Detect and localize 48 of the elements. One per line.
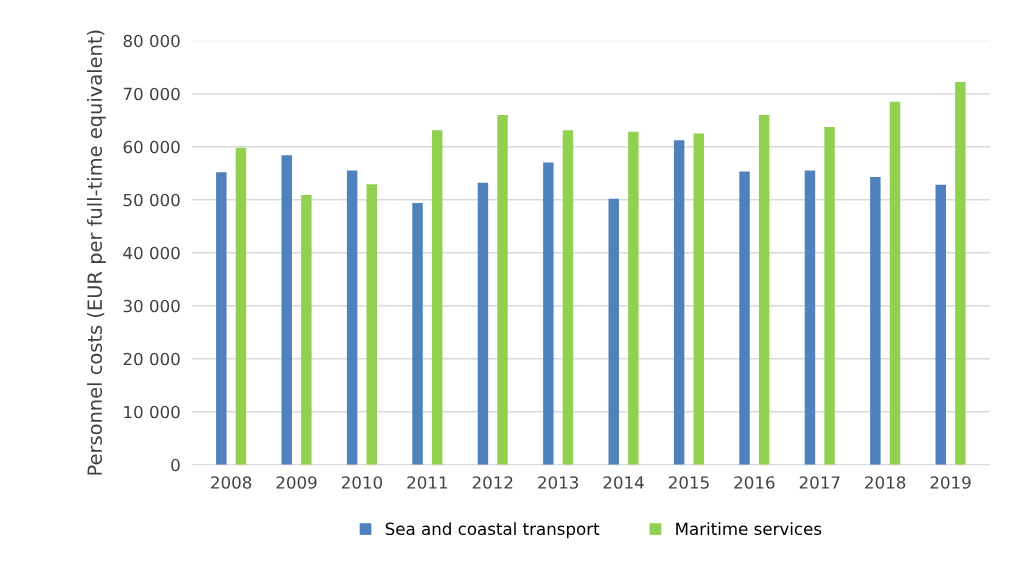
y-tick-label: 30 000: [123, 299, 180, 313]
y-tick-label: 40 000: [123, 246, 180, 260]
legend-label: Sea and coastal transport: [385, 522, 600, 539]
bar: [431, 130, 443, 465]
bar: [673, 140, 685, 465]
bar: [889, 101, 901, 465]
bar: [562, 130, 574, 465]
bar: [366, 184, 377, 465]
bar: [739, 171, 750, 465]
y-tick-label: 20 000: [123, 352, 180, 366]
bar: [693, 133, 704, 465]
x-tick-label: 2017: [799, 476, 840, 489]
y-tick-label: 0: [171, 458, 180, 472]
bar: [346, 170, 358, 465]
y-tick-label: 10 000: [124, 405, 180, 419]
bar: [804, 170, 816, 465]
bar: [824, 127, 835, 465]
bar: [281, 155, 292, 465]
bar: [412, 202, 423, 465]
x-tick-label: 2018: [865, 476, 906, 489]
x-tick-label: 2016: [734, 476, 775, 489]
x-tick-label: 2013: [538, 476, 579, 489]
x-tick-label: 2009: [276, 476, 317, 489]
x-tick-label: 2008: [211, 476, 252, 489]
x-tick-label: 2014: [603, 476, 644, 489]
bar: [543, 162, 554, 465]
bar: [497, 114, 508, 465]
bar: [935, 184, 946, 465]
x-tick-label: 2012: [472, 476, 513, 489]
legend-label: Maritime services: [676, 522, 822, 536]
bar: [870, 176, 881, 465]
y-tick-label: 70 000: [123, 87, 180, 101]
bar: [955, 82, 966, 465]
bar: [608, 198, 619, 465]
y-tick-label: 50 000: [123, 193, 180, 207]
bar: [477, 182, 489, 465]
x-tick-label: 2019: [930, 476, 971, 489]
y-axis-title: Personnel costs (EUR per full-time equivalent): [86, 30, 106, 475]
bar: [216, 172, 227, 465]
y-tick-label: 80 000: [123, 34, 180, 48]
bar: [628, 131, 639, 465]
bar: [235, 147, 247, 465]
x-tick-label: 2011: [407, 476, 448, 489]
bar: [301, 194, 312, 465]
x-tick-label: 2010: [341, 476, 383, 489]
y-tick-label: 60 000: [123, 140, 180, 154]
bar: [758, 114, 770, 465]
x-tick-label: 2015: [668, 476, 709, 489]
